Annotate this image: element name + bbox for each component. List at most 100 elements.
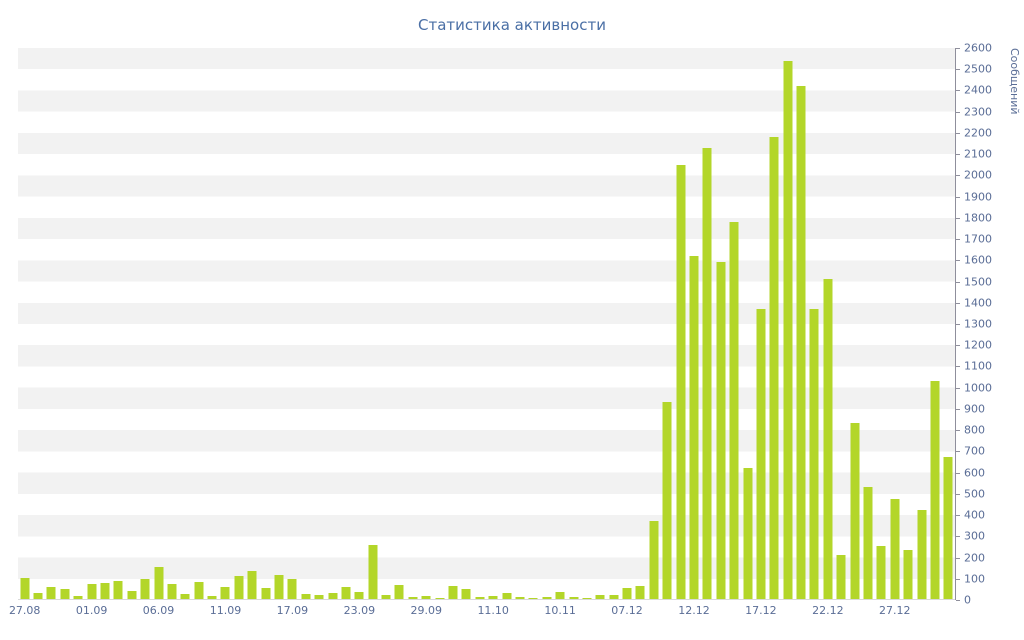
y-tick-label: 2400 [964, 83, 992, 97]
bar [73, 595, 83, 599]
y-tick-mark [956, 578, 960, 580]
x-tick-label: 29.09 [410, 604, 443, 617]
y-tick-label: 100 [964, 572, 985, 586]
bar [689, 255, 699, 599]
x-tick-label: 11.10 [477, 604, 509, 617]
y-tick-mark [956, 408, 960, 410]
bar [33, 592, 43, 599]
bar [60, 589, 70, 599]
y-tick-label: 1200 [964, 338, 992, 352]
bar [394, 585, 404, 599]
y-tick-label: 700 [964, 444, 985, 458]
bar [87, 584, 97, 599]
y-tick-label: 200 [964, 551, 985, 565]
bar [180, 593, 190, 599]
y-tick-label: 0 [964, 593, 971, 607]
bar [328, 592, 338, 599]
bar [314, 594, 324, 599]
y-axis: 0 100 200 300 400 500 600 700 800 900 1000 1100 1200… [955, 42, 1021, 607]
bar [381, 594, 391, 599]
y-tick-label: 1400 [964, 296, 992, 310]
y-tick-label: 2500 [964, 62, 992, 76]
y-tick-label: 1500 [964, 275, 992, 289]
y-tick-label: 500 [964, 487, 985, 501]
x-tick-label: 07.12 [611, 604, 643, 617]
y-tick-label: 1100 [964, 359, 992, 373]
bar [582, 597, 592, 599]
bar [127, 590, 137, 599]
bar [234, 575, 244, 599]
bar [220, 587, 230, 599]
bar [943, 457, 953, 599]
bar [113, 581, 123, 599]
x-tick-label: 01.09 [75, 604, 108, 617]
bar [555, 591, 565, 599]
bar [140, 578, 150, 599]
bar [448, 586, 458, 599]
y-tick-label: 2200 [964, 126, 992, 140]
bar [850, 423, 860, 599]
bar [261, 588, 271, 599]
bar [743, 467, 753, 599]
x-tick-label: 06.09 [142, 604, 175, 617]
bar [609, 594, 619, 599]
x-tick-label: 10.11 [544, 604, 576, 617]
bar [676, 164, 686, 599]
bar [917, 510, 927, 599]
y-tick-label: 600 [964, 466, 985, 480]
bar [622, 588, 632, 599]
y-tick-mark [956, 472, 960, 474]
y-tick-mark [956, 90, 960, 92]
bar [702, 147, 712, 599]
bar [207, 595, 217, 599]
bar [823, 279, 833, 599]
y-tick-mark [956, 430, 960, 432]
bar [368, 544, 378, 599]
bar [475, 596, 485, 599]
x-tick-label: 22.12 [812, 604, 844, 617]
bar [890, 499, 900, 599]
bar [809, 308, 819, 599]
bar [769, 137, 779, 599]
bar [542, 596, 552, 599]
bar [796, 86, 806, 599]
bar [354, 591, 364, 599]
bar [488, 595, 498, 599]
y-tick-mark [956, 536, 960, 538]
bar [836, 554, 846, 599]
y-tick-mark [956, 600, 960, 601]
y-tick-mark [956, 196, 960, 198]
x-tick-label: 27.12 [879, 604, 911, 617]
bar [502, 592, 512, 599]
y-tick-mark [956, 239, 960, 241]
bar [716, 262, 726, 599]
bar [863, 486, 873, 599]
bar [569, 596, 578, 599]
bar [729, 221, 739, 599]
chart-title: Статистика активности [418, 16, 606, 34]
y-tick-label: 2600 [964, 41, 992, 55]
bar [876, 546, 886, 599]
y-tick-label: 900 [964, 402, 985, 416]
y-tick-label: 800 [964, 423, 985, 437]
y-tick-mark [956, 260, 960, 262]
bar [167, 584, 177, 599]
bar [662, 401, 672, 599]
bar [154, 567, 164, 599]
y-tick-label: 1800 [964, 211, 992, 225]
x-tick-label: 27.08 [8, 604, 41, 617]
bar [461, 589, 471, 599]
x-tick-label: 11.09 [209, 604, 242, 617]
bar [46, 587, 56, 599]
y-tick-mark [956, 111, 960, 113]
y-tick-mark [956, 387, 960, 389]
x-tick-label: 23.09 [343, 604, 376, 617]
y-tick-mark [956, 132, 960, 134]
y-tick-mark [956, 345, 960, 347]
y-tick-mark [956, 281, 960, 283]
y-tick-mark [956, 493, 960, 495]
bar [341, 587, 351, 599]
y-tick-label: 1700 [964, 232, 992, 246]
y-tick-mark [956, 302, 960, 304]
